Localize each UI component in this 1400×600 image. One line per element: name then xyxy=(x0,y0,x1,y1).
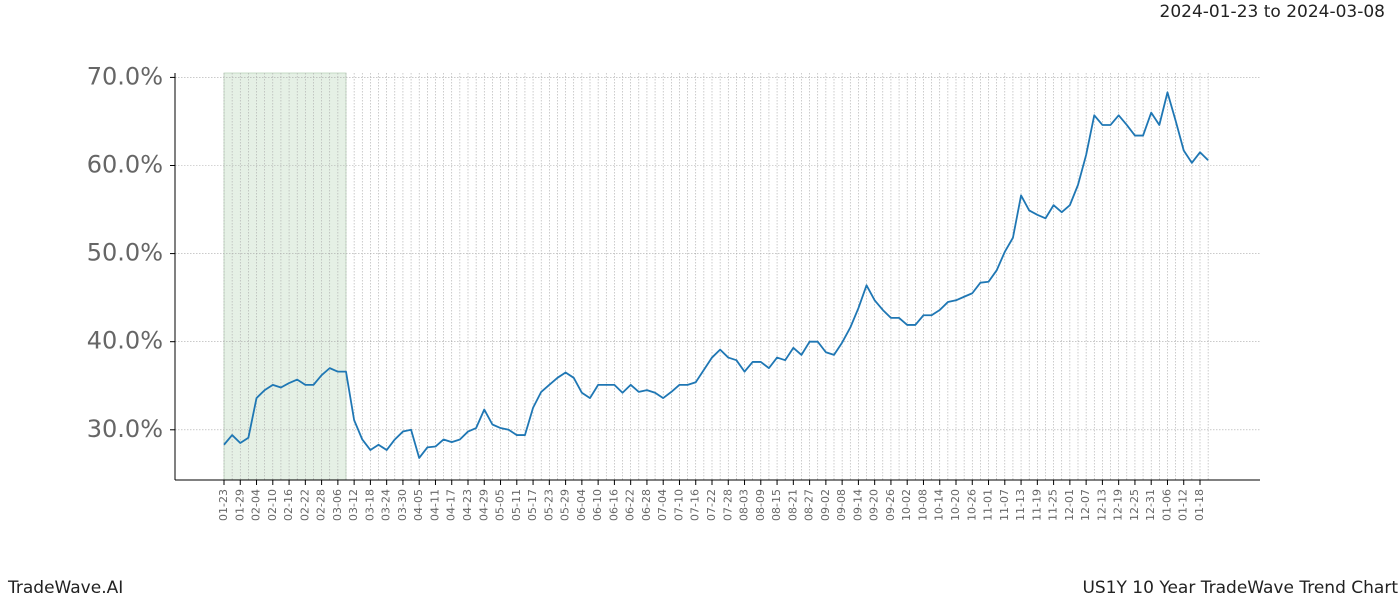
x-tick-label: 01-06 xyxy=(1160,489,1173,521)
x-tick-label: 01-29 xyxy=(233,489,246,521)
x-tick-label: 04-11 xyxy=(428,489,441,521)
x-tick-label: 12-25 xyxy=(1128,489,1141,521)
x-tick-label: 11-01 xyxy=(982,489,995,521)
x-tick-label: 07-10 xyxy=(672,489,685,521)
x-tick-label: 11-25 xyxy=(1047,489,1060,521)
x-tick-label: 05-05 xyxy=(494,489,507,521)
y-tick-label: 30.0% xyxy=(87,415,163,443)
x-tick-label: 05-11 xyxy=(510,489,523,521)
x-tick-label: 07-16 xyxy=(689,489,702,521)
x-tick-label: 10-08 xyxy=(916,489,929,521)
x-tick-label: 08-15 xyxy=(770,489,783,521)
x-tick-label: 02-22 xyxy=(298,489,311,521)
footer-left: TradeWave.AI xyxy=(7,578,123,598)
x-tick-label: 07-22 xyxy=(705,489,718,521)
x-tick-label: 03-06 xyxy=(331,489,344,521)
x-tick-label: 10-20 xyxy=(949,489,962,521)
x-tick-label: 01-18 xyxy=(1193,489,1206,521)
highlight-period xyxy=(223,72,347,481)
x-tick-label: 03-30 xyxy=(396,489,409,521)
x-tick-label: 09-02 xyxy=(819,489,832,521)
x-tick-label: 09-26 xyxy=(884,489,897,521)
x-tick-label: 12-19 xyxy=(1112,489,1125,521)
x-tick-label: 05-17 xyxy=(526,489,539,521)
x-tick-label: 07-04 xyxy=(656,489,669,521)
y-tick-label: 50.0% xyxy=(87,239,163,267)
x-tick-label: 09-08 xyxy=(835,489,848,521)
x-tick-label: 07-28 xyxy=(721,489,734,521)
x-tick-label: 10-26 xyxy=(965,489,978,521)
x-tick-label: 02-10 xyxy=(266,489,279,521)
y-tick-label: 40.0% xyxy=(87,327,163,355)
x-tick-label: 10-02 xyxy=(900,489,913,521)
x-tick-label: 05-29 xyxy=(559,489,572,521)
x-tick-label: 12-31 xyxy=(1144,489,1157,521)
x-tick-label: 02-28 xyxy=(315,489,328,521)
y-tick-label: 70.0% xyxy=(87,62,163,90)
x-tick-label: 03-18 xyxy=(363,489,376,521)
x-tick-label: 06-04 xyxy=(575,489,588,521)
data-line xyxy=(223,91,1209,459)
x-tick-label: 05-23 xyxy=(542,489,555,521)
x-tick-label: 02-04 xyxy=(250,489,263,521)
y-tick-label: 60.0% xyxy=(87,151,163,179)
x-tick-label: 11-07 xyxy=(998,489,1011,521)
x-tick-label: 04-29 xyxy=(477,489,490,521)
x-tick-label: 02-16 xyxy=(282,489,295,521)
x-tick-label: 01-12 xyxy=(1177,489,1190,521)
x-tick-label: 12-07 xyxy=(1079,489,1092,521)
x-tick-label: 03-24 xyxy=(380,489,393,521)
x-tick-label: 11-19 xyxy=(1030,489,1043,521)
x-tick-label: 09-20 xyxy=(868,489,881,521)
x-tick-label: 12-01 xyxy=(1063,489,1076,521)
x-tick-label: 08-03 xyxy=(738,489,751,521)
x-tick-label: 06-28 xyxy=(640,489,653,521)
x-tick-label: 06-10 xyxy=(591,489,604,521)
footer-right: US1Y 10 Year TradeWave Trend Chart xyxy=(1082,578,1398,598)
x-tick-label: 09-14 xyxy=(851,489,864,521)
x-tick-label: 04-17 xyxy=(445,489,458,521)
x-tick-label: 03-12 xyxy=(347,489,360,521)
plot-area: 30.0% 40.0% 50.0% 60.0% 70.0% 01-23 01-29 02-04… xyxy=(87,62,1260,521)
x-tick-label: 11-13 xyxy=(1014,489,1027,521)
x-tick-label: 08-27 xyxy=(803,489,816,521)
x-tick-label: 08-09 xyxy=(754,489,767,521)
x-tick-label: 06-22 xyxy=(624,489,637,521)
x-tick-label: 08-21 xyxy=(786,489,799,521)
x-tick-label: 04-23 xyxy=(461,489,474,521)
x-tick-label: 06-16 xyxy=(607,489,620,521)
x-tick-label: 12-13 xyxy=(1095,489,1108,521)
x-tick-label: 01-23 xyxy=(217,489,230,521)
x-tick-label: 04-05 xyxy=(412,489,425,521)
chart-title: 2024-01-23 to 2024-03-08 xyxy=(1160,2,1385,22)
x-tick-label: 10-14 xyxy=(933,489,946,521)
